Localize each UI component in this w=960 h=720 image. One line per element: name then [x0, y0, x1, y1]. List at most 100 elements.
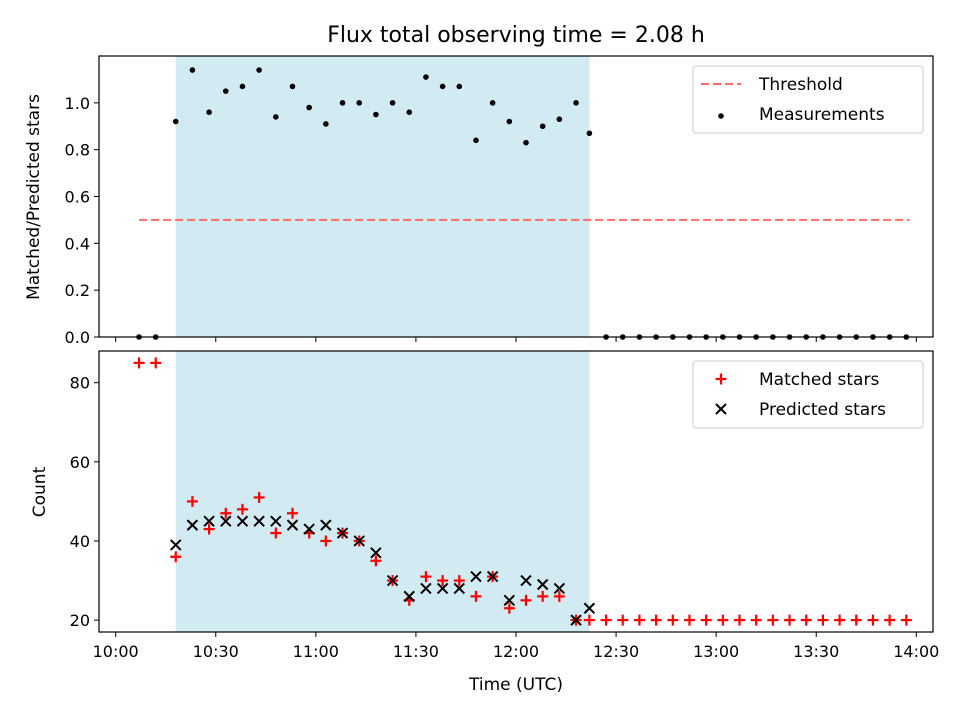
predicted-stars-mark-b: [386, 574, 399, 587]
top-legend: Threshold Measurements: [692, 65, 924, 134]
measurements-point: [273, 114, 279, 120]
predicted-stars-point: [386, 574, 399, 587]
measurements-point: [556, 116, 563, 123]
measurements-point: [539, 123, 546, 130]
predicted-stars-point: [536, 578, 549, 591]
predicted-stars-mark-b: [403, 590, 415, 603]
predicted-stars-point: [186, 519, 199, 531]
predicted-stars-point: [486, 570, 499, 583]
bottom-y-tick-label: 40: [70, 532, 90, 551]
matched-stars-point: [453, 575, 465, 587]
predicted-stars-mark-b: [583, 602, 596, 614]
bottom-panel: 20 40 60 80 10:00 10:30 11:00 11:30 12:00 12:30 13…: [70, 350, 939, 661]
matched-stars-point: [650, 614, 662, 626]
matched-stars-point: [520, 594, 532, 606]
matched-stars-point: [617, 614, 629, 626]
measurements-point: [289, 83, 296, 90]
x-tick-label: 11:30: [393, 642, 439, 661]
measurements-point: [523, 139, 529, 146]
predicted-stars-point: [253, 515, 265, 527]
predicted-stars-legend-label: Predicted stars: [759, 400, 886, 420]
matched-stars-point: [286, 507, 298, 519]
predicted-stars-mark-b: [186, 519, 199, 531]
x-tick-label: 13:30: [793, 642, 839, 661]
measurements-point: [406, 109, 413, 115]
measurements-point: [339, 100, 346, 106]
predicted-stars-point: [353, 535, 365, 547]
matched-stars-point: [320, 535, 332, 547]
predicted-stars-mark-b: [470, 570, 482, 583]
predicted-stars-mark-b: [453, 582, 465, 595]
bottom-y-tick-label: 60: [70, 453, 90, 472]
top-y-tick-label: 0.6: [65, 188, 90, 207]
measurements-legend-label: Measurements: [759, 105, 885, 125]
matched-stars-point: [700, 614, 712, 626]
predicted-stars-point: [203, 515, 215, 527]
bottom-y-tick-label: 20: [70, 611, 90, 630]
matched-stars-point: [600, 614, 612, 626]
matched-stars-point: [667, 614, 679, 626]
matched-stars-point: [470, 590, 482, 602]
predicted-stars-point: [453, 582, 465, 595]
measurements-point: [256, 67, 262, 73]
measurements-point: [489, 100, 496, 106]
measurements-point: [573, 100, 579, 106]
threshold-legend-label: Threshold: [758, 75, 843, 95]
measurements-point: [323, 121, 329, 127]
matched-stars-point: [800, 614, 812, 626]
predicted-stars-mark-b: [536, 578, 549, 591]
predicted-stars-point: [220, 515, 232, 527]
predicted-stars-point: [303, 523, 315, 535]
matched-stars-point: [170, 551, 182, 563]
predicted-stars-point: [436, 582, 449, 595]
matched-stars-point: [253, 491, 265, 503]
predicted-stars-mark-b: [503, 594, 516, 607]
x-tick-label: 12:30: [593, 642, 639, 661]
matched-stars-point: [537, 590, 549, 602]
x-tick-label: 11:00: [293, 642, 339, 661]
matched-stars-legend-swatch: [715, 373, 727, 385]
predicted-stars-point: [286, 519, 299, 531]
top-y-tick-label: 0.0: [65, 328, 90, 347]
measurements-point: [439, 83, 446, 90]
measurements-point: [306, 104, 312, 111]
bottom-y-tick-label: 80: [70, 374, 90, 393]
measurements-point: [423, 74, 429, 80]
matched-stars-point: [186, 495, 198, 507]
measurements-point: [456, 83, 463, 90]
chart-title: Flux total observing time = 2.08 h: [327, 23, 705, 48]
measurements-point: [222, 88, 229, 94]
matched-stars-point: [850, 614, 862, 626]
predicted-stars-mark-b: [220, 515, 232, 527]
predicted-stars-point: [520, 574, 532, 587]
x-tick-label: 10:30: [193, 642, 239, 661]
predicted-stars-point: [370, 547, 382, 559]
x-tick-label: 10:00: [93, 642, 139, 661]
predicted-stars-point: [236, 515, 249, 527]
predicted-stars-point: [503, 594, 516, 607]
x-tick-label: 13:00: [693, 642, 739, 661]
predicted-stars-point: [420, 582, 432, 595]
bottom-legend: Matched stars Predicted stars: [692, 360, 924, 429]
predicted-stars-mark-b: [436, 582, 449, 595]
predicted-stars-mark-b: [353, 535, 365, 547]
measurements-point: [239, 83, 246, 90]
matched-stars-point: [767, 614, 779, 626]
x-tick-label: 12:00: [493, 642, 539, 661]
matched-stars-point: [270, 527, 282, 539]
predicted-stars-mark-b: [420, 582, 432, 595]
matched-stars-legend-label: Matched stars: [759, 370, 879, 390]
predicted-stars-point: [583, 602, 596, 614]
matched-stars-point: [437, 575, 449, 587]
predicted-stars-mark-b: [253, 515, 265, 527]
predicted-stars-mark-b: [570, 614, 582, 626]
measurements-point: [172, 118, 179, 125]
matched-stars-point: [717, 614, 729, 626]
predicted-stars-mark-b: [486, 570, 499, 583]
predicted-stars-mark-b: [553, 582, 566, 595]
predicted-stars-legend-mark-b: [715, 403, 727, 415]
matched-stars-point: [750, 614, 762, 626]
matched-stars-point: [133, 357, 145, 369]
measurements-point: [206, 109, 212, 115]
matched-stars-point: [236, 503, 248, 515]
